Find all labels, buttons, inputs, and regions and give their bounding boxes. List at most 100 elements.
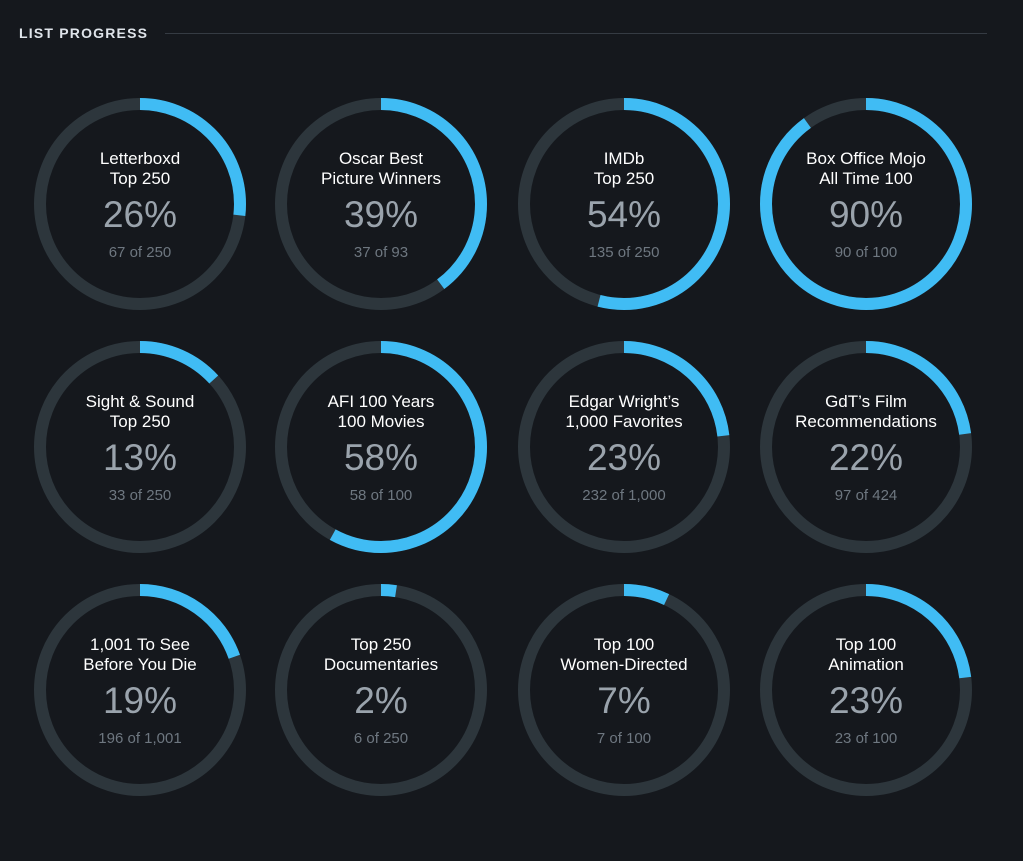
list-name-line: 1,001 To See: [90, 635, 190, 654]
list-name: 1,001 To See Before You Die: [29, 635, 251, 675]
progress-percent: 23%: [586, 437, 662, 478]
progress-arc: [275, 341, 487, 553]
list-name-line: GdT’s Film: [825, 392, 907, 411]
list-name: Oscar Best Picture Winners: [270, 149, 492, 189]
list-name-line: Top 100: [593, 635, 655, 654]
progress-count: 67 of 250: [108, 244, 172, 261]
progress-percent: 7%: [597, 680, 651, 721]
progress-arc: [760, 584, 972, 796]
progress-count: 33 of 250: [108, 487, 172, 504]
progress-ring: [275, 98, 487, 310]
section-divider: [165, 32, 987, 34]
list-name-line: Edgar Wright’s: [568, 392, 680, 411]
list-progress-card[interactable]: Top 250 Documentaries 2% 6 of 250: [270, 579, 492, 801]
list-progress-card[interactable]: AFI 100 Years 100 Movies 58% 58 of 100: [270, 336, 492, 558]
list-name-line: Top 250: [109, 412, 171, 431]
progress-count: 232 of 1,000: [582, 487, 666, 504]
progress-ring: [760, 98, 972, 310]
progress-ring: [275, 584, 487, 796]
list-name-line: Picture Winners: [321, 169, 441, 188]
progress-count: 6 of 250: [353, 730, 409, 747]
list-name-line: Top 250: [109, 169, 171, 188]
list-name-line: Box Office Mojo: [806, 149, 926, 168]
list-name-line: 100 Movies: [337, 412, 425, 431]
list-progress-card[interactable]: Edgar Wright’s 1,000 Favorites 23% 232 of 1…: [513, 336, 735, 558]
progress-arc: [275, 584, 487, 796]
progress-percent: 19%: [102, 680, 178, 721]
list-progress-card[interactable]: Top 100 Animation 23% 23 of 100: [755, 579, 977, 801]
list-name-line: Animation: [828, 655, 904, 674]
progress-ring: [760, 584, 972, 796]
progress-arc: [34, 584, 246, 796]
list-name-line: IMDb: [603, 149, 645, 168]
list-name-line: Before You Die: [83, 655, 197, 674]
list-name: IMDb Top 250: [513, 149, 735, 189]
list-progress-card[interactable]: Box Office Mojo All Time 100 90% 90 of 100: [755, 93, 977, 315]
progress-arc: [518, 341, 730, 553]
progress-arc: [760, 98, 972, 310]
progress-percent: 23%: [828, 680, 904, 721]
list-name-line: All Time 100: [819, 169, 913, 188]
progress-count: 135 of 250: [588, 244, 660, 261]
list-name-line: Documentaries: [323, 655, 439, 674]
progress-count: 97 of 424: [834, 487, 898, 504]
progress-ring: [518, 584, 730, 796]
progress-ring: [760, 341, 972, 553]
list-name-line: Women-Directed: [560, 655, 688, 674]
progress-percent: 39%: [343, 194, 419, 235]
list-progress-card[interactable]: IMDb Top 250 54% 135 of 250: [513, 93, 735, 315]
list-name-line: Top 250: [350, 635, 412, 654]
list-name-line: Sight & Sound: [85, 392, 195, 411]
progress-percent: 26%: [102, 194, 178, 235]
list-name-line: Letterboxd: [99, 149, 181, 168]
list-progress-card[interactable]: 1,001 To See Before You Die 19% 196 of 1,00…: [29, 579, 251, 801]
list-name: Top 100 Women-Directed: [513, 635, 735, 675]
list-progress-card[interactable]: Letterboxd Top 250 26% 67 of 250: [29, 93, 251, 315]
list-progress-card[interactable]: Sight & Sound Top 250 13% 33 of 250: [29, 336, 251, 558]
list-name: Letterboxd Top 250: [29, 149, 251, 189]
progress-percent: 2%: [354, 680, 408, 721]
section-header: LIST PROGRESS: [19, 22, 987, 44]
progress-arc: [518, 98, 730, 310]
list-progress-card[interactable]: Top 100 Women-Directed 7% 7 of 100: [513, 579, 735, 801]
list-name-line: Top 100: [835, 635, 897, 654]
list-progress-card[interactable]: Oscar Best Picture Winners 39% 37 of 93: [270, 93, 492, 315]
progress-percent: 22%: [828, 437, 904, 478]
progress-ring: [518, 341, 730, 553]
section-title: LIST PROGRESS: [19, 25, 149, 41]
progress-count: 37 of 93: [353, 244, 409, 261]
progress-count: 196 of 1,001: [98, 730, 182, 747]
progress-arc: [518, 584, 730, 796]
progress-count: 58 of 100: [349, 487, 413, 504]
progress-arc: [275, 98, 487, 310]
progress-ring: [275, 341, 487, 553]
list-progress-card[interactable]: GdT’s Film Recommendations 22% 97 of 424: [755, 336, 977, 558]
list-name: Edgar Wright’s 1,000 Favorites: [513, 392, 735, 432]
progress-percent: 90%: [828, 194, 904, 235]
progress-count: 7 of 100: [596, 730, 652, 747]
progress-arc: [34, 341, 246, 553]
progress-count: 90 of 100: [834, 244, 898, 261]
progress-ring: [34, 584, 246, 796]
progress-ring: [34, 98, 246, 310]
list-name: AFI 100 Years 100 Movies: [270, 392, 492, 432]
progress-arc: [34, 98, 246, 310]
list-name: Top 250 Documentaries: [270, 635, 492, 675]
list-name-line: Oscar Best: [338, 149, 424, 168]
list-name: Top 100 Animation: [755, 635, 977, 675]
progress-percent: 58%: [343, 437, 419, 478]
list-name-line: Top 250: [593, 169, 655, 188]
list-name-line: Recommendations: [795, 412, 937, 431]
progress-ring: [518, 98, 730, 310]
progress-arc: [760, 341, 972, 553]
progress-percent: 54%: [586, 194, 662, 235]
progress-count: 23 of 100: [834, 730, 898, 747]
list-name: GdT’s Film Recommendations: [755, 392, 977, 432]
list-name: Box Office Mojo All Time 100: [755, 149, 977, 189]
list-name-line: 1,000 Favorites: [565, 412, 683, 431]
list-name: Sight & Sound Top 250: [29, 392, 251, 432]
progress-percent: 13%: [102, 437, 178, 478]
progress-ring: [34, 341, 246, 553]
